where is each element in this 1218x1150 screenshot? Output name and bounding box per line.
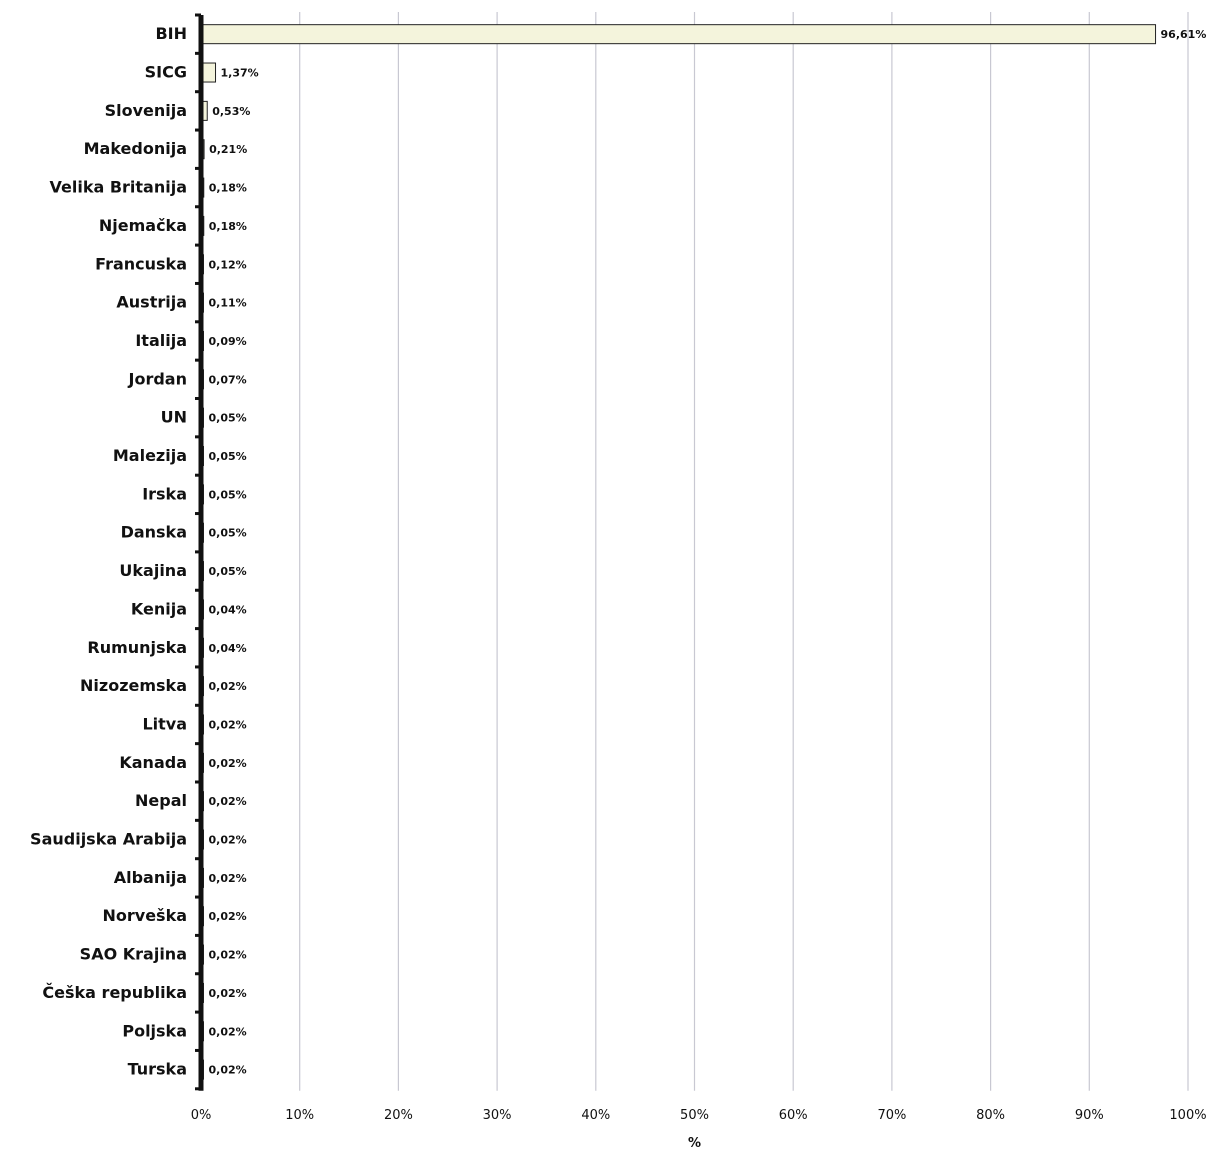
category-label: BIH xyxy=(155,24,187,43)
value-label: 0,05% xyxy=(209,527,247,540)
category-label: UN xyxy=(161,408,187,427)
value-label: 0,02% xyxy=(209,795,247,808)
category-label: Češka republika xyxy=(42,983,187,1002)
x-tick-label: 90% xyxy=(1075,1108,1104,1123)
x-tick-labels: 0% 10% 20% 30% 40% 50% 60% 70% 80% 90% 100% xyxy=(191,1108,1207,1123)
x-tick-label: 30% xyxy=(483,1108,512,1123)
bar xyxy=(201,24,1157,45)
category-label: Ukajina xyxy=(119,561,187,580)
category-labels: BIH SICG Slovenija Makedonija Velika Britani… xyxy=(30,24,187,1078)
value-label: 96,61% xyxy=(1161,28,1207,41)
category-label: Poljska xyxy=(122,1021,187,1040)
category-label: Nepal xyxy=(135,791,187,810)
value-label: 0,18% xyxy=(209,220,247,233)
x-axis-title: % xyxy=(688,1136,701,1150)
category-label: Litva xyxy=(142,714,187,733)
value-label: 0,05% xyxy=(209,488,247,501)
category-label: Rumunjska xyxy=(87,638,187,657)
x-tick-label: 10% xyxy=(285,1108,314,1123)
category-label: Saudijska Arabija xyxy=(30,830,187,849)
x-tick-label: 70% xyxy=(877,1108,906,1123)
category-label: Nizozemska xyxy=(80,676,187,695)
category-label: SICG xyxy=(145,63,187,82)
category-label: Danska xyxy=(121,523,187,542)
category-label: Makedonija xyxy=(84,139,187,158)
value-label: 0,02% xyxy=(209,718,247,731)
category-label: SAO Krajina xyxy=(80,945,187,964)
category-label: Malezija xyxy=(113,446,187,465)
value-label: 0,12% xyxy=(209,258,247,271)
category-label: Turska xyxy=(128,1060,187,1079)
value-label: 0,05% xyxy=(209,412,247,425)
x-tick-label: 0% xyxy=(191,1108,212,1123)
value-label: 0,02% xyxy=(209,872,247,885)
value-label: 0,21% xyxy=(209,143,247,156)
category-label: Velika Britanija xyxy=(49,178,187,197)
category-label: Jordan xyxy=(128,369,187,388)
grid-lines xyxy=(299,12,1189,1091)
value-label: 0,02% xyxy=(209,949,247,962)
value-label: 0,09% xyxy=(209,335,247,348)
category-label: Kanada xyxy=(119,753,187,772)
value-label: 0,05% xyxy=(209,565,247,578)
category-label: Austrija xyxy=(116,293,187,312)
value-label: 0,18% xyxy=(209,182,247,195)
category-label: Slovenija xyxy=(105,101,187,120)
category-label: Francuska xyxy=(95,254,187,273)
category-label: Kenija xyxy=(131,599,187,618)
value-label: 0,53% xyxy=(212,105,250,118)
value-label: 0,02% xyxy=(209,910,247,923)
value-labels: 96,61% 1,37% 0,53% 0,21% 0,18% 0,18% 0,12% 0,11… xyxy=(209,28,1207,1076)
category-label: Njemačka xyxy=(99,216,187,235)
category-label: Irska xyxy=(142,484,187,503)
x-tick-label: 40% xyxy=(581,1108,610,1123)
x-tick-label: 50% xyxy=(680,1108,709,1123)
category-label: Norveška xyxy=(102,906,187,925)
x-tick-label: 20% xyxy=(384,1108,413,1123)
value-label: 0,05% xyxy=(209,450,247,463)
value-label: 0,02% xyxy=(209,757,247,770)
category-label: Albanija xyxy=(114,868,187,887)
value-label: 0,07% xyxy=(209,373,247,386)
value-label: 0,04% xyxy=(209,642,247,655)
value-label: 0,02% xyxy=(209,680,247,693)
value-label: 0,11% xyxy=(209,297,247,310)
bars xyxy=(201,24,1157,1080)
y-axis xyxy=(195,13,204,1091)
x-tick-label: 60% xyxy=(779,1108,808,1123)
value-label: 0,02% xyxy=(209,1025,247,1038)
value-label: 0,02% xyxy=(209,987,247,1000)
bar xyxy=(201,62,217,83)
category-label: Italija xyxy=(135,331,187,350)
x-tick-label: 100% xyxy=(1169,1108,1206,1123)
x-tick-label: 80% xyxy=(976,1108,1005,1123)
value-label: 0,02% xyxy=(209,1064,247,1077)
value-label: 0,04% xyxy=(209,603,247,616)
value-label: 0,02% xyxy=(209,834,247,847)
value-label: 1,37% xyxy=(221,67,259,80)
